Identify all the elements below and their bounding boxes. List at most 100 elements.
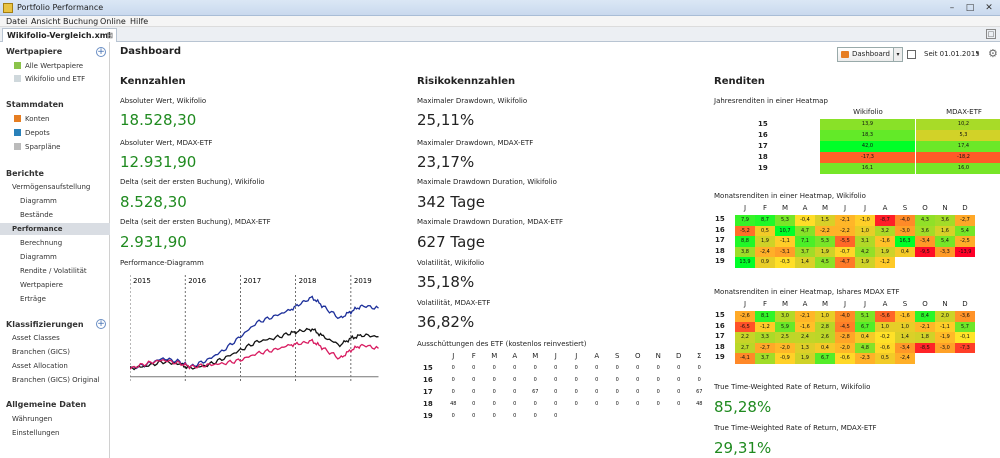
dividend-cell: 0 <box>492 377 496 383</box>
dividend-year-label: 16 <box>423 376 433 384</box>
gear-icon[interactable]: ⚙ <box>988 47 998 60</box>
yearly-heatmap-label: Jahresrenditen in einer Heatmap <box>714 97 828 105</box>
monthly-heat-cell: -4,0 <box>835 311 855 322</box>
monthly-heat-cell: -2,4 <box>755 246 775 257</box>
sidebar-item-wikifolio-etf[interactable]: Wikifolio und ETF <box>14 75 85 83</box>
sidebar-item-performance[interactable]: Performance <box>0 223 110 235</box>
monthly-heat-cell: 1,4 <box>795 257 815 268</box>
dividend-month-header: F <box>471 352 476 360</box>
month-col-header: A <box>802 204 808 212</box>
sidebar-item-branchen-gics-original[interactable]: Branchen (GICS) Original <box>12 376 100 384</box>
maximize-view-icon[interactable]: □ <box>986 29 996 39</box>
dividend-cell: 0 <box>492 389 496 395</box>
sidebar-item-wertpapiere[interactable]: Wertpapiere <box>20 281 63 289</box>
dividend-cell: 0 <box>595 377 599 383</box>
month-col-header: S <box>902 204 908 212</box>
monthly-heat-cell: 13,9 <box>735 257 755 268</box>
period-dropdown-arrow[interactable]: ▾ <box>976 50 980 57</box>
monthly-heat-cell: -1,6 <box>875 236 895 247</box>
dividend-cell: 0 <box>554 413 558 419</box>
menu-buchung[interactable]: Buchung <box>63 17 99 26</box>
menu-datei[interactable]: Datei <box>6 17 28 26</box>
risk-value: 342 Tage <box>417 193 486 211</box>
monthly-heat-cell: 5,7 <box>955 321 975 332</box>
dividend-cell <box>607 412 628 421</box>
dividend-month-header: D <box>676 352 682 360</box>
dividend-cell: 0 <box>451 365 455 371</box>
risk-label: Maximaler Drawdown, Wikifolio <box>417 97 528 105</box>
monthly-heat-cell: 3,7 <box>755 353 775 364</box>
etf-heatmap-label: Monatsrenditen in einer Heatmap, Ishares… <box>714 288 900 296</box>
month-col-header: J <box>843 204 847 212</box>
monthly-heat-cell: 1,6 <box>935 225 955 236</box>
sidebar-item-einstellungen[interactable]: Einstellungen <box>12 429 60 437</box>
dividend-cell: 0 <box>513 365 517 371</box>
dividend-cell: 0 <box>472 389 476 395</box>
risk-value: 35,18% <box>417 273 475 291</box>
dividend-month-header: N <box>655 352 661 360</box>
monthly-heat-cell: 1,9 <box>795 353 815 364</box>
period-selector[interactable]: Seit 01.01.2015 <box>924 50 980 58</box>
menu-online[interactable]: Online <box>100 17 126 26</box>
dividend-cell: 0 <box>656 389 660 395</box>
sidebar-item-depots[interactable]: Depots <box>14 129 50 137</box>
tab-close-icon[interactable]: ⊠ <box>106 31 113 40</box>
month-col-header: M <box>821 204 829 212</box>
close-button[interactable]: ✕ <box>985 3 993 13</box>
dividend-cell <box>648 412 669 421</box>
month-col-header: J <box>743 204 747 212</box>
monthly-heat-cell: 1,9 <box>755 236 775 247</box>
monthly-heat-cell: -7,3 <box>955 342 975 353</box>
sidebar-item-berechnung[interactable]: Berechnung <box>20 239 63 247</box>
dividend-month-header: J <box>575 352 578 360</box>
sidebar-item-performance-diagramm[interactable]: Diagramm <box>20 253 57 261</box>
monthly-heat-cell: -1,6 <box>895 311 915 322</box>
dashboard-dropdown-arrow[interactable]: ▾ <box>893 47 903 62</box>
risk-value: 627 Tage <box>417 233 486 251</box>
monthly-heat-cell: -0,9 <box>775 353 795 364</box>
sidebar-item-branchen-gics[interactable]: Branchen (GICS) <box>12 348 70 356</box>
monthly-heat-cell: -5,2 <box>735 225 755 236</box>
sidebar-item-bestaende[interactable]: Bestände <box>20 211 53 219</box>
add-classification-icon[interactable]: + <box>96 319 106 329</box>
sidebar-item-asset-classes[interactable]: Asset Classes <box>12 334 60 342</box>
monthly-heat-cell: -0,7 <box>835 246 855 257</box>
sidebar-item-alle-wertpapiere[interactable]: Alle Wertpapiere <box>14 62 83 70</box>
calendar-icon[interactable] <box>907 50 916 59</box>
sidebar-item-waehrungen[interactable]: Währungen <box>12 415 53 423</box>
add-wertpapier-icon[interactable]: + <box>96 47 106 57</box>
minimize-button[interactable]: – <box>949 3 955 13</box>
sidebar-item-sparplaene[interactable]: Sparpläne <box>14 143 60 151</box>
sidebar-item-rendite-volatilitaet[interactable]: Rendite / Volatilität <box>20 267 87 275</box>
monthly-heat-cell: -0,4 <box>795 215 815 226</box>
monthly-heat-cell: -0,1 <box>955 332 975 343</box>
monthly-heat-cell: -4,7 <box>835 257 855 268</box>
sidebar-item-asset-allocation[interactable]: Asset Allocation <box>12 362 68 370</box>
menu-hilfe[interactable]: Hilfe <box>130 17 149 26</box>
dividend-cell: 0 <box>513 377 517 383</box>
dividend-month-header: S <box>615 352 620 360</box>
risk-value: 23,17% <box>417 153 475 171</box>
navigation-sidebar: Wertpapiere + Alle Wertpapiere Wikifolio… <box>0 42 110 458</box>
monthly-heat-cell: -9,5 <box>915 246 935 257</box>
dashboard-selector[interactable]: Dashboard <box>837 47 903 62</box>
performance-chart[interactable]: 2015 2016 2017 2018 2019 <box>130 271 390 387</box>
maximize-button[interactable]: □ <box>965 3 975 13</box>
dividend-cell: 0 <box>615 365 619 371</box>
monthly-heat-cell: -3,0 <box>935 342 955 353</box>
monthly-heat-cell: 10,7 <box>775 225 795 236</box>
sidebar-item-konten[interactable]: Konten <box>14 115 49 123</box>
month-col-header: D <box>962 204 968 212</box>
sidebar-item-ertraege[interactable]: Erträge <box>20 295 46 303</box>
month-col-header: M <box>781 204 789 212</box>
performance-series-line <box>130 327 379 371</box>
monthly-heat-cell: -4,1 <box>735 353 755 364</box>
dividend-cell: 0 <box>574 401 578 407</box>
sidebar-item-vermoegensaufstellung[interactable]: Vermögensaufstellung <box>12 183 91 191</box>
menu-ansicht[interactable]: Ansicht <box>31 17 61 26</box>
tab-wikifolio-vergleich[interactable]: Wikifolio-Vergleich.xml ⊠ <box>2 28 117 42</box>
dividend-month-header: J <box>452 352 455 360</box>
sidebar-item-diagramm[interactable]: Diagramm <box>20 197 57 205</box>
dividend-cell: 0 <box>513 401 517 407</box>
monthly-heat-cell: 3,3 <box>755 332 775 343</box>
